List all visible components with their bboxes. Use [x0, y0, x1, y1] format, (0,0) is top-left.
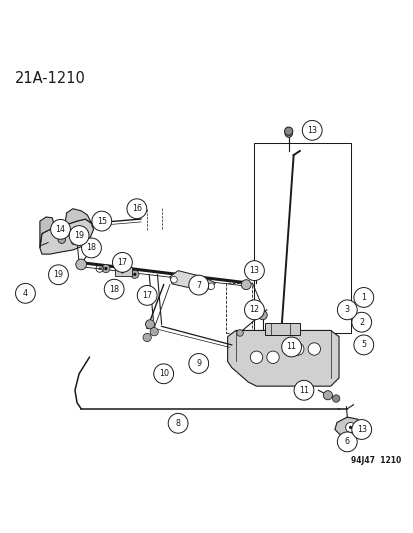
Circle shape — [188, 275, 208, 295]
Circle shape — [323, 391, 332, 400]
Text: 18: 18 — [109, 285, 119, 294]
Circle shape — [112, 253, 132, 272]
Circle shape — [207, 283, 214, 289]
Circle shape — [281, 337, 301, 357]
Text: 8: 8 — [175, 419, 180, 428]
Circle shape — [353, 335, 373, 355]
Text: 6: 6 — [344, 438, 349, 446]
Text: 14: 14 — [55, 225, 65, 234]
Text: 17: 17 — [142, 291, 152, 300]
Text: 17: 17 — [117, 258, 127, 267]
Polygon shape — [64, 209, 91, 225]
Circle shape — [76, 259, 86, 270]
Text: 10: 10 — [158, 369, 168, 378]
Circle shape — [244, 300, 264, 320]
Circle shape — [118, 268, 126, 276]
Circle shape — [150, 328, 158, 336]
Circle shape — [337, 432, 356, 452]
Text: 11: 11 — [286, 343, 296, 351]
Polygon shape — [334, 417, 363, 439]
Text: 11: 11 — [298, 386, 308, 395]
Circle shape — [236, 329, 243, 336]
Circle shape — [132, 203, 142, 213]
Circle shape — [104, 267, 107, 270]
Circle shape — [284, 127, 292, 135]
Circle shape — [307, 343, 320, 355]
Circle shape — [170, 277, 177, 283]
Circle shape — [71, 239, 77, 245]
Text: 2: 2 — [358, 318, 363, 327]
Text: 13: 13 — [306, 126, 316, 135]
Circle shape — [121, 270, 124, 273]
Circle shape — [58, 236, 65, 244]
Circle shape — [353, 287, 373, 308]
Text: 13: 13 — [249, 266, 259, 275]
Circle shape — [131, 270, 139, 278]
Text: 3: 3 — [344, 305, 349, 314]
Circle shape — [48, 265, 68, 285]
Text: 5: 5 — [361, 341, 366, 350]
Circle shape — [351, 419, 371, 439]
Text: 19: 19 — [53, 270, 63, 279]
Circle shape — [92, 211, 112, 231]
Circle shape — [145, 320, 154, 329]
Text: 12: 12 — [249, 305, 259, 314]
Circle shape — [293, 381, 313, 400]
Circle shape — [348, 426, 351, 429]
Circle shape — [351, 312, 371, 332]
Circle shape — [133, 273, 136, 276]
Circle shape — [66, 231, 71, 236]
Circle shape — [153, 364, 173, 384]
Circle shape — [251, 268, 259, 276]
Bar — [254, 143, 351, 333]
Circle shape — [284, 130, 292, 138]
Text: 1: 1 — [361, 293, 366, 302]
Text: 9: 9 — [196, 359, 201, 368]
Circle shape — [332, 395, 339, 402]
Circle shape — [291, 343, 303, 355]
Polygon shape — [169, 271, 215, 289]
Circle shape — [143, 333, 151, 342]
Circle shape — [345, 423, 355, 432]
Bar — [264, 323, 299, 335]
Circle shape — [168, 414, 188, 433]
Circle shape — [135, 206, 138, 209]
Polygon shape — [227, 330, 338, 386]
Text: 15: 15 — [97, 216, 107, 225]
Text: 13: 13 — [356, 425, 366, 434]
Circle shape — [244, 261, 264, 280]
Circle shape — [81, 238, 101, 258]
Circle shape — [104, 279, 124, 299]
Circle shape — [241, 280, 251, 289]
Circle shape — [266, 351, 278, 364]
Polygon shape — [40, 219, 93, 254]
Circle shape — [127, 199, 146, 219]
Polygon shape — [40, 217, 54, 248]
Circle shape — [188, 353, 208, 373]
Circle shape — [301, 120, 321, 140]
Circle shape — [16, 284, 35, 303]
Text: 18: 18 — [86, 244, 96, 253]
Text: 7: 7 — [196, 280, 201, 289]
Circle shape — [250, 351, 262, 364]
Circle shape — [137, 286, 157, 305]
Text: 94J47  1210: 94J47 1210 — [350, 456, 400, 465]
Circle shape — [337, 300, 356, 320]
Circle shape — [258, 311, 267, 320]
Circle shape — [50, 220, 70, 239]
Text: 19: 19 — [74, 231, 84, 240]
Text: 16: 16 — [131, 204, 142, 213]
Text: 4: 4 — [23, 289, 28, 298]
Circle shape — [102, 264, 110, 273]
Circle shape — [98, 268, 101, 270]
Circle shape — [69, 225, 89, 246]
Bar — [115, 268, 132, 277]
Text: 21A-1210: 21A-1210 — [15, 70, 86, 85]
